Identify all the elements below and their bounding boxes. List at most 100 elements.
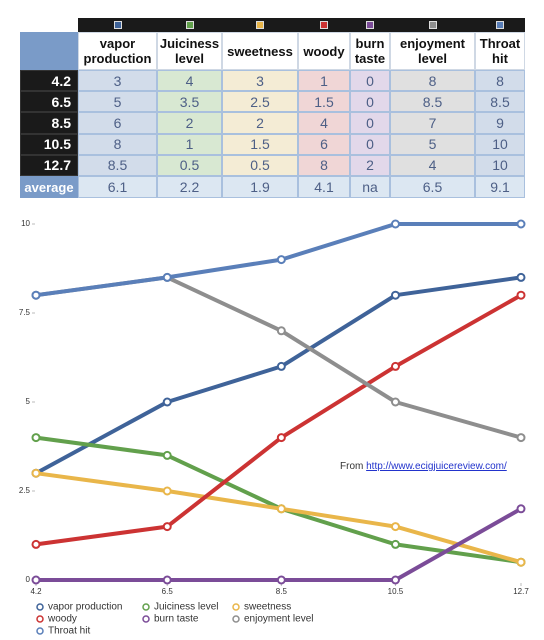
legend-label: Throat hit <box>48 626 90 637</box>
data-point <box>31 468 41 478</box>
cell: 6 <box>78 112 157 134</box>
x-tick-label: 4.2 <box>30 587 42 596</box>
data-point <box>276 326 286 336</box>
cell: 3 <box>78 70 157 92</box>
data-point <box>390 397 400 407</box>
legend-label: woody <box>47 614 77 625</box>
annotation-link[interactable]: http://www.ecigjuicereview.com/ <box>366 461 507 472</box>
data-point <box>516 433 526 443</box>
x-tick-label: 12.7 <box>513 587 529 596</box>
data-point <box>276 575 286 585</box>
cell: 2.5 <box>222 91 298 113</box>
legend-marker <box>36 615 44 623</box>
data-point <box>390 539 400 549</box>
cell: 1.5 <box>298 91 350 113</box>
cell: 4 <box>390 154 475 176</box>
cell: 3 <box>222 70 298 92</box>
cell: 4 <box>298 112 350 134</box>
row-label: 10.5 <box>20 133 78 155</box>
cell: 1.5 <box>222 133 298 155</box>
cell: 0.5 <box>157 154 222 176</box>
cell: 1 <box>298 70 350 92</box>
legend-marker <box>36 627 44 635</box>
data-point <box>31 290 41 300</box>
data-point <box>516 504 526 514</box>
row-label: 8.5 <box>20 112 78 134</box>
cell: 0 <box>350 91 390 113</box>
column-header: burn taste <box>350 32 390 70</box>
cell: 4 <box>157 70 222 92</box>
data-point <box>516 557 526 567</box>
legend-label: sweetness <box>244 602 291 613</box>
data-point <box>276 361 286 371</box>
cell: 10 <box>475 133 525 155</box>
cell: 8 <box>475 70 525 92</box>
series-line <box>36 507 522 582</box>
average-cell: 1.9 <box>222 176 298 198</box>
x-tick-label: 6.5 <box>162 587 174 596</box>
annotation-text: From <box>340 461 363 472</box>
column-header: Juiciness level <box>157 32 222 70</box>
data-point <box>162 486 172 496</box>
legend-marker <box>232 603 240 611</box>
cell: 3.5 <box>157 91 222 113</box>
data-point <box>390 361 400 371</box>
color-swatch <box>428 21 437 29</box>
cell: 5 <box>390 133 475 155</box>
data-point <box>516 290 526 300</box>
average-cell: 4.1 <box>298 176 350 198</box>
data-point <box>31 575 41 585</box>
cell: 8.5 <box>475 91 525 113</box>
cell: 6 <box>298 133 350 155</box>
cell: 0.5 <box>222 154 298 176</box>
column-header: Throat hit <box>475 32 525 70</box>
cell: 2 <box>157 112 222 134</box>
cell: 2 <box>350 154 390 176</box>
data-point <box>390 522 400 532</box>
x-tick-label: 10.5 <box>388 587 404 596</box>
cell: 8 <box>298 154 350 176</box>
cell: 8 <box>78 133 157 155</box>
average-cell: 6.5 <box>390 176 475 198</box>
legend-marker <box>142 603 150 611</box>
column-header: vapor production <box>78 32 157 70</box>
series-line <box>35 275 522 475</box>
row-label: 6.5 <box>20 91 78 113</box>
cell: 0 <box>350 70 390 92</box>
data-point <box>31 433 41 443</box>
column-header: woody <box>298 32 350 70</box>
average-cell: na <box>350 176 390 198</box>
row-label: 12.7 <box>20 154 78 176</box>
color-swatch <box>185 21 194 29</box>
data-point <box>276 433 286 443</box>
legend-marker <box>142 615 150 623</box>
y-tick-label: 2.5 <box>19 486 31 495</box>
x-tick-label: 8.5 <box>276 587 288 596</box>
data-point <box>390 575 400 585</box>
data-point <box>276 504 286 514</box>
data-point <box>162 575 172 585</box>
legend-label: burn taste <box>154 614 199 625</box>
data-point <box>516 219 526 229</box>
cell: 8.5 <box>390 91 475 113</box>
column-header: enjoyment level <box>390 32 475 70</box>
y-tick-label: 0 <box>26 575 31 584</box>
cell: 2 <box>222 112 298 134</box>
legend-label: Juiciness level <box>154 602 218 613</box>
corner <box>20 32 78 70</box>
footer-label: average <box>20 176 78 198</box>
annotation: From http://www.ecigjuicereview.com/ <box>340 461 507 472</box>
legend-marker <box>36 603 44 611</box>
data-point <box>390 290 400 300</box>
data-point <box>390 219 400 229</box>
header-bar <box>78 18 525 32</box>
average-cell: 2.2 <box>157 176 222 198</box>
color-swatch <box>256 21 264 29</box>
legend-marker <box>232 615 240 623</box>
data-point <box>162 450 172 460</box>
data-point <box>31 539 41 549</box>
color-swatch <box>320 21 328 29</box>
y-tick-label: 5 <box>26 397 31 406</box>
